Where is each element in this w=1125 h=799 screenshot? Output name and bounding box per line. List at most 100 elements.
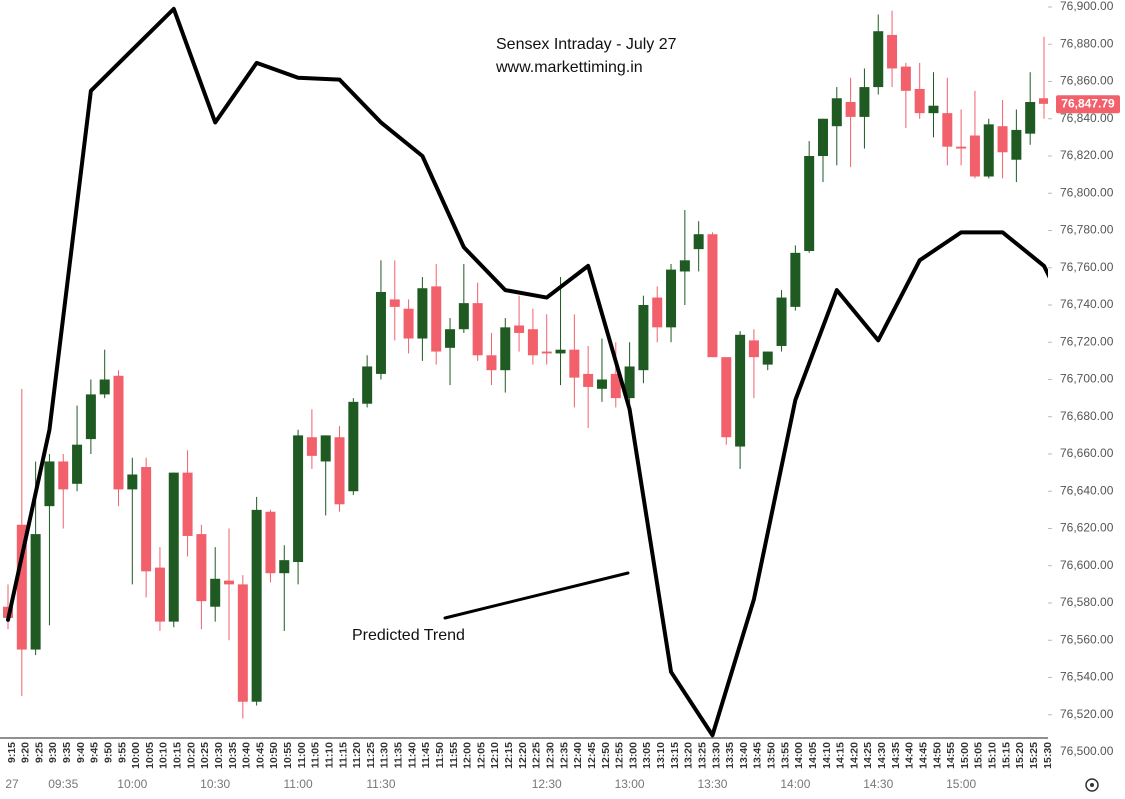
- candle-body: [237, 584, 248, 702]
- x-tick-label: 10:55: [282, 742, 294, 769]
- x-tick-label: 15:15: [1000, 742, 1012, 769]
- candle-body: [914, 88, 925, 114]
- major-label: 14:00: [780, 777, 810, 791]
- candle-body: [707, 234, 718, 358]
- major-label: 10:00: [117, 777, 147, 791]
- y-tick-label: 76,720.00: [1060, 334, 1114, 348]
- x-tick-label: 10:15: [172, 742, 184, 769]
- x-tick-label: 14:10: [821, 742, 833, 769]
- x-tick-label: 12:35: [558, 742, 570, 769]
- y-tick-label: 76,640.00: [1060, 483, 1114, 497]
- y-tick-label: 76,660.00: [1060, 446, 1114, 460]
- x-tick-label: 12:30: [545, 742, 557, 769]
- x-tick-label: 10:05: [144, 742, 156, 769]
- candle-body: [127, 474, 138, 490]
- y-tick-label: 76,700.00: [1060, 372, 1114, 386]
- candle-body: [969, 135, 980, 177]
- candle-body: [804, 156, 815, 251]
- candle-body: [458, 303, 469, 330]
- y-tick-label: 76,780.00: [1060, 223, 1114, 237]
- x-tick-label: 11:15: [337, 742, 349, 768]
- candle-body: [624, 366, 635, 399]
- candle-body: [790, 252, 801, 307]
- y-tick-label: 76,800.00: [1060, 185, 1114, 199]
- candle-body: [196, 534, 207, 602]
- settings-ring[interactable]: [1085, 778, 1099, 792]
- major-label: 09:35: [48, 777, 78, 791]
- x-tick-label: 12:05: [475, 742, 487, 769]
- x-tick-label: 11:55: [448, 742, 460, 768]
- candle-body: [541, 351, 552, 354]
- candle-body: [265, 511, 276, 574]
- settings-dot[interactable]: [1090, 783, 1094, 787]
- candle-body: [583, 373, 594, 387]
- candle-body: [500, 327, 511, 371]
- x-tick-label: 10:25: [199, 742, 211, 769]
- x-tick-label: 13:25: [696, 742, 708, 769]
- candle-body: [141, 467, 152, 572]
- chart-subtitle: www.markettiming.in: [495, 59, 643, 76]
- y-tick-label: 76,600.00: [1060, 558, 1114, 572]
- candle-body: [251, 509, 262, 702]
- candle-body: [693, 234, 704, 250]
- x-tick-label: 14:05: [807, 742, 819, 769]
- annotation-pointer: [443, 571, 630, 620]
- x-tick-label: 12:20: [517, 742, 529, 769]
- candle-body: [596, 379, 607, 389]
- candle-body: [1025, 101, 1036, 134]
- x-tick-label: 14:30: [876, 742, 888, 769]
- x-tick-label: 14:00: [793, 742, 805, 769]
- major-label: 12:30: [532, 777, 562, 791]
- major-label: 14:30: [863, 777, 893, 791]
- candle-body: [555, 349, 566, 354]
- x-tick-label: 13:05: [641, 742, 653, 769]
- candle-body: [293, 435, 304, 563]
- x-tick-label: 9:30: [47, 742, 59, 763]
- candle-body: [320, 435, 331, 462]
- candle-body: [486, 355, 497, 371]
- major-label: 11:00: [284, 777, 313, 791]
- y-tick-label: 76,900.00: [1060, 0, 1114, 13]
- y-tick-label: 76,560.00: [1060, 632, 1114, 646]
- x-tick-label: 9:25: [33, 742, 45, 763]
- y-tick-label: 76,540.00: [1060, 670, 1114, 684]
- candle-body: [154, 567, 165, 622]
- candle-body: [168, 472, 179, 622]
- x-tick-label: 9:55: [116, 742, 128, 763]
- x-tick-label: 13:30: [710, 742, 722, 769]
- candle-body: [873, 31, 884, 88]
- x-tick-label: 13:20: [683, 742, 695, 769]
- x-tick-label: 14:35: [890, 742, 902, 769]
- y-tick-label: 76,820.00: [1060, 148, 1114, 162]
- candle-body: [514, 325, 525, 333]
- x-tick-label: 9:45: [89, 742, 101, 763]
- x-tick-label: 10:30: [213, 742, 225, 769]
- candle-body: [1011, 129, 1022, 160]
- x-tick-label: 12:40: [572, 742, 584, 769]
- candle-body: [666, 269, 677, 328]
- y-tick-label: 76,680.00: [1060, 409, 1114, 423]
- candle-body: [887, 34, 898, 69]
- x-tick-label: 12:25: [531, 742, 543, 769]
- candle-body: [831, 98, 842, 127]
- candle-body: [762, 351, 773, 365]
- candle-body: [72, 444, 83, 484]
- x-tick-label: 10:10: [158, 742, 170, 769]
- candle-body: [679, 260, 690, 272]
- candle-body: [1039, 98, 1048, 104]
- candle-body: [652, 297, 663, 328]
- x-tick-label: 9:35: [61, 742, 73, 763]
- candle-body: [900, 66, 911, 91]
- settings-icon[interactable]: [1085, 778, 1099, 792]
- x-tick-label: 12:45: [586, 742, 598, 769]
- x-tick-label: 15:25: [1028, 742, 1040, 769]
- x-tick-label: 13:35: [724, 742, 736, 769]
- x-tick-label: 12:50: [600, 742, 612, 769]
- candle-body: [417, 288, 428, 339]
- x-tick-label: 14:45: [917, 742, 929, 769]
- candle-body: [942, 113, 953, 147]
- candle-body: [389, 299, 400, 307]
- x-tick-label: 12:55: [614, 742, 626, 769]
- y-tick-label: 76,580.00: [1060, 595, 1114, 609]
